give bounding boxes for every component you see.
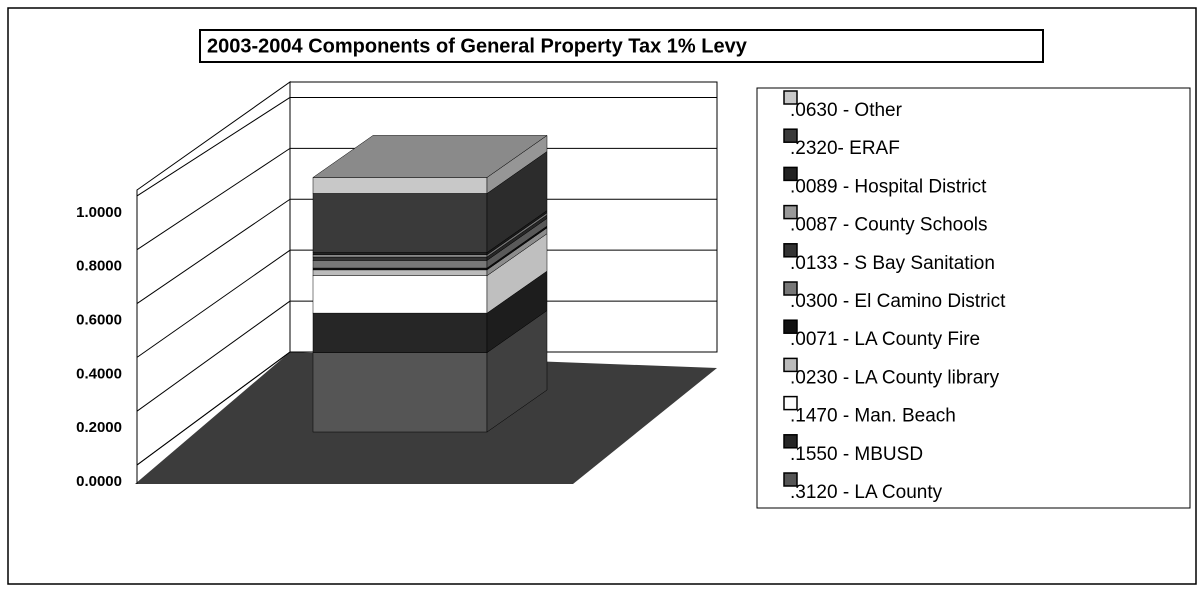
legend-label: .0300 - El Camino District <box>790 291 1006 312</box>
legend-swatch <box>783 204 798 220</box>
bar-segment <box>312 275 488 314</box>
grid-line <box>136 300 291 412</box>
legend-swatch <box>783 128 798 143</box>
y-tick-label: 0.8000 <box>76 258 122 275</box>
legend-swatch <box>783 434 798 449</box>
legend-swatch <box>783 395 798 411</box>
legend-label: .2320- ERAF <box>790 138 900 159</box>
legend-box <box>756 87 1191 509</box>
chart-title: 2003-2004 Components of General Property… <box>207 35 748 57</box>
y-tick-label: 0.2000 <box>76 419 122 436</box>
legend-swatch <box>783 166 798 182</box>
bar-segment <box>312 267 488 271</box>
y-tick-label: 0.4000 <box>76 365 122 382</box>
title-box <box>199 29 1044 63</box>
grid-line <box>136 249 291 358</box>
legend-label: .0630 - Other <box>790 100 903 121</box>
y-tick-label: 1.0000 <box>76 204 122 221</box>
legend-label: .0071 - LA County Fire <box>790 329 980 350</box>
grid-line <box>136 147 291 251</box>
legend-label: .1470 - Man. Beach <box>790 406 956 427</box>
legend-label: .0089 - Hospital District <box>790 176 987 197</box>
legend-label: .0133 - S Bay Sanitation <box>790 253 995 274</box>
grid-line <box>136 198 291 304</box>
legend-swatch <box>783 319 798 334</box>
legend-label: .3120 - LA County <box>790 482 943 503</box>
bar-segment <box>312 256 488 261</box>
bar-segment <box>312 193 488 253</box>
legend-swatch <box>783 281 798 296</box>
bar-segment <box>312 252 488 256</box>
y-tick-label: 0.0000 <box>76 473 122 490</box>
legend-swatch <box>783 472 798 487</box>
legend-swatch <box>783 90 798 105</box>
bar-segment <box>312 260 488 269</box>
y-tick-label: 0.6000 <box>76 312 122 329</box>
bar-segment <box>312 177 488 194</box>
bar-segment <box>312 312 488 353</box>
grid-line <box>136 97 291 197</box>
legend-swatch <box>783 357 798 373</box>
legend-label: .1550 - MBUSD <box>790 444 923 465</box>
legend-label: .0087 - County Schools <box>790 215 988 236</box>
bar-segment <box>312 352 488 433</box>
bar-top <box>312 135 548 178</box>
legend-swatch <box>783 243 798 258</box>
legend-label: .0230 - LA County library <box>790 367 1000 388</box>
bar-segment <box>312 269 488 276</box>
bar-segment <box>312 254 488 258</box>
grid-line <box>136 351 291 466</box>
